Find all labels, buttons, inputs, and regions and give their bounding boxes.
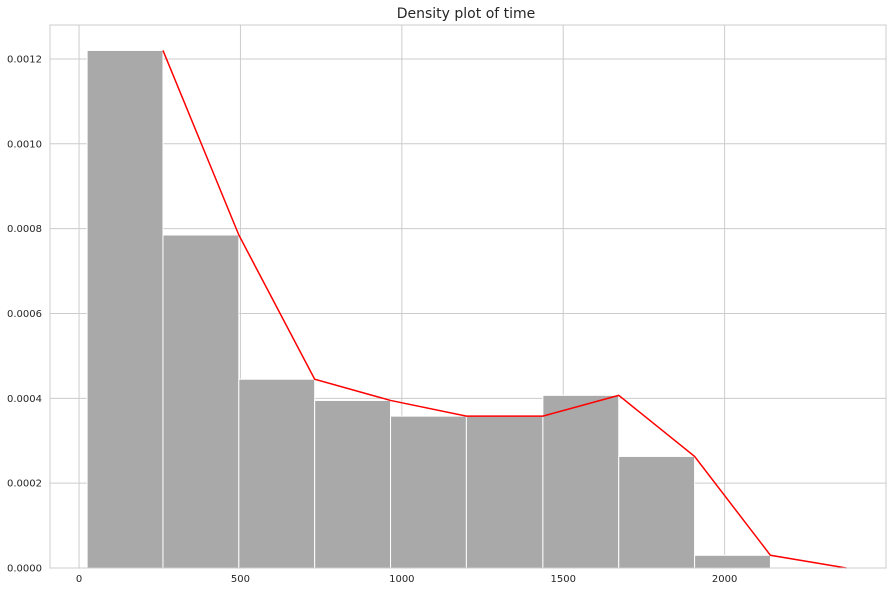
x-tick-label: 0 <box>76 574 82 585</box>
x-tick-label: 1500 <box>550 574 575 585</box>
x-tick-label: 2000 <box>712 574 737 585</box>
histogram-bar <box>238 378 316 569</box>
histogram-bar <box>465 415 544 569</box>
x-tick-label: 1000 <box>389 574 414 585</box>
histogram-bar <box>314 399 392 569</box>
y-tick-label: 0.0000 <box>7 564 42 575</box>
histogram-bar <box>694 554 771 569</box>
density-line <box>162 50 847 569</box>
histogram-bar <box>86 49 164 569</box>
chart-title: Density plot of time <box>397 6 536 22</box>
histogram-bar <box>618 455 696 569</box>
histogram-bar <box>542 394 620 569</box>
x-tick-label: 500 <box>231 574 250 585</box>
plot-frame <box>49 24 887 569</box>
y-tick-label: 0.0008 <box>7 224 42 235</box>
y-tick-label: 0.0012 <box>7 54 42 65</box>
y-tick-label: 0.0004 <box>7 394 42 405</box>
y-tick-label: 0.0006 <box>7 309 42 320</box>
density-line-layer <box>162 50 847 569</box>
x-axis-ticks: 0 500 1000 1500 2000 <box>76 574 737 585</box>
y-tick-label: 0.0010 <box>7 139 42 150</box>
histogram-bars <box>86 49 771 569</box>
y-axis-ticks: 0.0000 0.0002 0.0004 0.0006 0.0008 0.0010 0.00… <box>7 54 42 574</box>
histogram-bar <box>162 234 240 569</box>
histogram-bar <box>390 415 467 569</box>
y-tick-label: 0.0002 <box>7 479 42 490</box>
